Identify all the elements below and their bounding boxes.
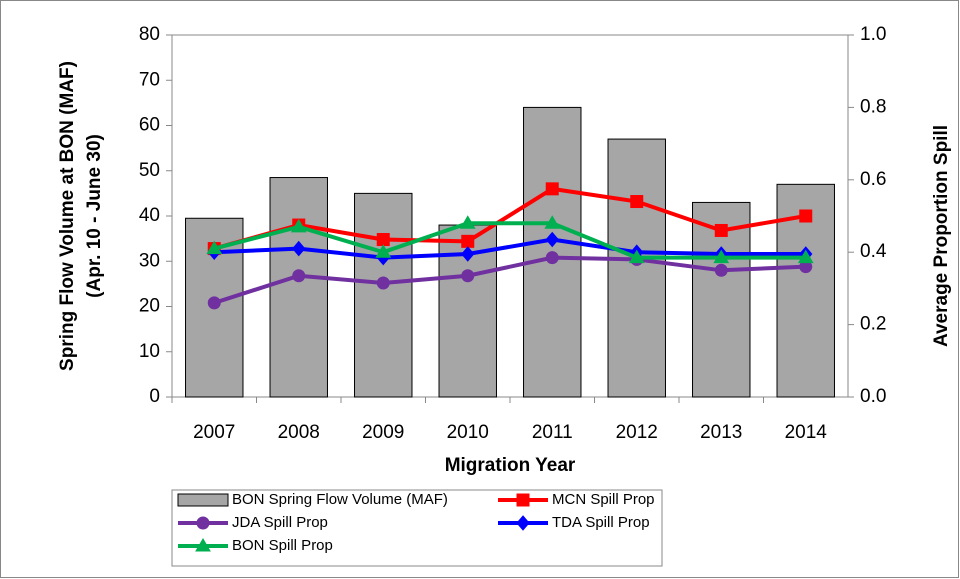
line-marker (713, 249, 730, 264)
y-tick-label: 0 (149, 386, 160, 407)
y-tick-label: 70 (139, 69, 160, 90)
line-marker (292, 240, 306, 257)
line-marker (207, 296, 221, 310)
x-tick-label: 2013 (700, 422, 742, 443)
line-marker (628, 249, 645, 264)
legend-label: TDA Spill Prop (552, 514, 650, 531)
y2-tick-label: 0.0 (860, 386, 886, 407)
x-axis-title: Migration Year (445, 455, 576, 476)
line-series (213, 221, 806, 260)
legend-label: MCN Spill Prop (552, 491, 655, 508)
x-tick-label: 2008 (278, 422, 320, 443)
line-marker (290, 218, 307, 233)
y2-tick-label: 0.8 (860, 96, 886, 117)
legend-label: BON Spring Flow Volume (MAF) (232, 491, 448, 508)
y2-tick-label: 0.2 (860, 314, 886, 335)
legend-label: BON Spill Prop (232, 537, 333, 554)
line-marker (797, 249, 814, 264)
line-marker (375, 244, 392, 258)
line-series (213, 186, 807, 251)
line-marker (461, 234, 475, 248)
y-tick-label: 80 (139, 24, 160, 45)
y2-tick-label: 0.4 (860, 241, 887, 262)
y2-axis-title: Average Proportion Spill (931, 125, 952, 347)
line-marker (376, 233, 390, 247)
line-marker (459, 215, 476, 229)
line-marker (461, 246, 475, 262)
y-tick-label: 30 (139, 250, 160, 271)
line-marker (376, 276, 390, 290)
y2-tick-label: 1.0 (860, 24, 886, 45)
line-marker (544, 215, 561, 229)
legend-marker (196, 516, 210, 530)
line-marker (545, 182, 559, 196)
y-tick-label: 60 (139, 115, 160, 136)
x-tick-label: 2012 (616, 422, 658, 443)
line-marker (545, 251, 559, 265)
line-series (213, 255, 806, 305)
legend-marker (516, 515, 530, 531)
y-tick-label: 40 (139, 205, 160, 226)
legend-marker (516, 493, 530, 507)
x-tick-label: 2007 (193, 422, 235, 443)
y-tick-label: 10 (139, 341, 160, 362)
bar (354, 192, 413, 398)
line-series (214, 237, 806, 260)
x-tick-label: 2014 (785, 422, 828, 443)
x-tick-label: 2009 (362, 422, 404, 443)
legend-box (171, 489, 663, 567)
legend-swatch (177, 493, 229, 507)
y-axis-title: (Apr. 10 - June 30) (84, 134, 105, 298)
line-marker (461, 269, 475, 283)
legend-marker (195, 538, 211, 552)
y-tick-label: 20 (139, 296, 160, 317)
legend-label: JDA Spill Prop (232, 514, 328, 531)
x-tick-label: 2010 (447, 422, 489, 443)
line-marker (714, 223, 728, 237)
bar (607, 138, 666, 398)
bar (269, 177, 328, 398)
y-axis-title: Spring Flow Volume at BON (MAF) (57, 61, 78, 371)
x-tick-label: 2011 (532, 422, 573, 443)
y-tick-label: 50 (139, 160, 160, 181)
line-marker (630, 195, 644, 209)
line-marker (799, 209, 813, 223)
line-marker (545, 231, 559, 248)
line-marker (206, 240, 223, 255)
line-marker (714, 263, 728, 277)
line-marker (292, 269, 306, 283)
y2-tick-label: 0.6 (860, 169, 886, 190)
